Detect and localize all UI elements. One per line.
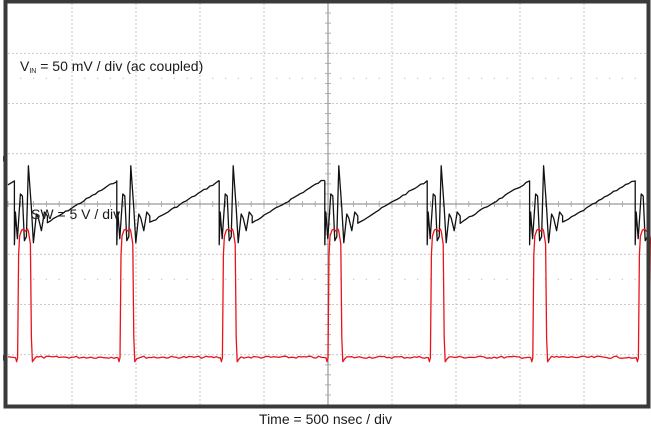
vin-waveform: [7, 165, 648, 246]
vin-label-subscript: IN: [29, 68, 37, 75]
time-axis-label: Time = 500 nsec / div: [259, 411, 392, 427]
sw-channel-label: SW = 5 V / div: [31, 206, 121, 222]
vin-channel-label: VIN = 50 mV / div (ac coupled): [20, 58, 203, 75]
vin-label-main: V: [20, 58, 30, 74]
sw-waveform: [7, 228, 651, 363]
vin-label-scale: = 50 mV / div (ac coupled): [40, 58, 204, 74]
plot-frame: [3, 0, 651, 409]
